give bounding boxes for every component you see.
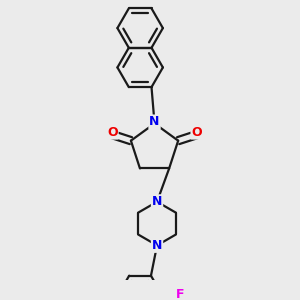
Text: N: N [152,195,162,208]
Text: O: O [191,126,202,139]
Text: N: N [152,239,162,252]
Text: N: N [149,116,160,128]
Text: O: O [107,126,118,139]
Text: F: F [176,288,184,300]
